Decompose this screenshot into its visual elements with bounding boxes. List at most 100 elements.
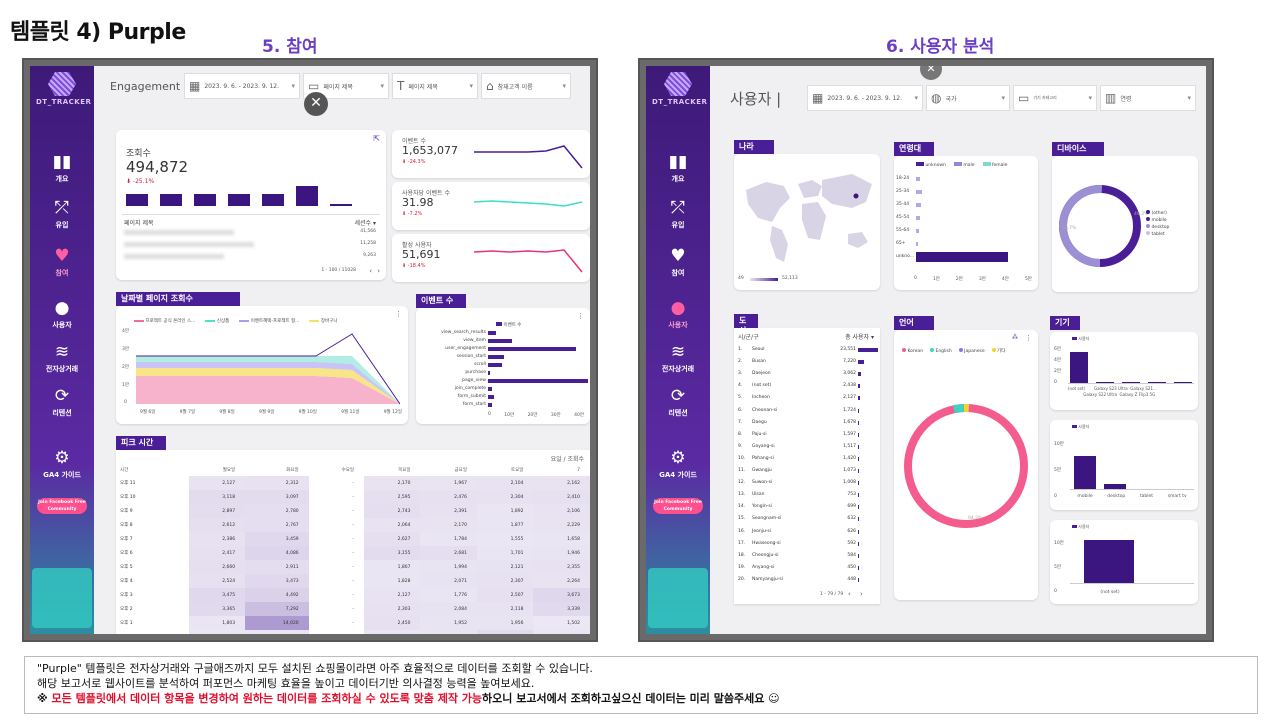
heatmap-cell: 3,365	[188, 602, 246, 616]
city-name: (not set)	[752, 383, 772, 389]
spark-bar	[296, 186, 318, 206]
user-count: 1,008	[843, 480, 856, 486]
heatmap-cell: 2,476	[420, 490, 477, 504]
row-number: 19.	[738, 564, 746, 570]
heatmap-day-header[interactable]: 목요일	[398, 468, 411, 473]
nav-ga4-guide[interactable]: ⚙ GA4 가이드	[646, 448, 710, 480]
nav-acquisition[interactable]: ⤱ 유입	[30, 198, 94, 230]
heatmap-cell: 2,780	[245, 504, 309, 518]
list-item[interactable]: 15. Seongnam-si 632	[734, 513, 880, 525]
close-icon[interactable]: ✕	[920, 66, 942, 80]
ai-icon[interactable]: ⁂	[1012, 334, 1018, 341]
list-item[interactable]: 2. Busan 7,220	[734, 356, 880, 368]
nav-overview[interactable]: ▮▮ 개요	[646, 152, 710, 184]
list-item[interactable]: 6. Cheonan-si 1,724	[734, 405, 880, 417]
nav-ga4-guide[interactable]: ⚙ GA4 가이드	[30, 448, 94, 480]
list-item[interactable]: 4. (not set) 2,438	[734, 380, 880, 392]
more-options-icon[interactable]: ⋮	[577, 312, 584, 320]
date-range-picker[interactable]: ▦ 2023. 9. 6. - 2023. 9. 12. ▾	[807, 85, 923, 111]
heatmap-day-header[interactable]: 토요일	[511, 468, 524, 473]
row-number: 9.	[738, 443, 743, 449]
city-header[interactable]: 시/군/구	[738, 334, 759, 341]
nav-retention[interactable]: ⟳ 리텐션	[646, 386, 710, 418]
spark-bar	[126, 194, 148, 206]
user-count: 632	[847, 516, 856, 522]
list-item[interactable]: 14. Yongin-si 699	[734, 501, 880, 513]
user-count: 2,127	[843, 395, 856, 401]
event-bar	[488, 363, 502, 367]
nav-retention[interactable]: ⟳ 리텐션	[30, 386, 94, 418]
prev-page-icon[interactable]: ‹	[369, 267, 372, 275]
pager-text: 1 - 79 / 79	[820, 592, 844, 597]
nav-acquisition[interactable]: ⤱ 유입	[646, 198, 710, 230]
spark-bar	[330, 204, 352, 206]
city-name: Namyangju-si	[752, 576, 783, 582]
heatmap-day-header[interactable]: 7	[577, 467, 580, 473]
list-item[interactable]: 1. Seoul 23,551	[734, 344, 880, 356]
nav-engagement[interactable]: ♥ 참여	[30, 246, 94, 278]
section-title-users: 6. 사용자 분석	[886, 37, 995, 57]
axis-line	[1070, 583, 1194, 584]
heatmap-cell: 2,170	[364, 476, 421, 490]
heatmap-cell: 2,595	[364, 490, 421, 504]
list-item[interactable]: 20. Namyangju-si 448	[734, 574, 880, 586]
more-options-icon[interactable]: ⋮	[395, 310, 402, 318]
external-link-icon[interactable]: ⇱	[373, 134, 380, 143]
facebook-community-button[interactable]: Join Facebook Free Community	[653, 498, 703, 514]
nav-users[interactable]: ● 사용자	[646, 298, 710, 330]
filter-page-title-2[interactable]: T 페이지 제목 ▾	[392, 73, 478, 99]
list-item[interactable]: 13. Ulsan 753	[734, 489, 880, 501]
calendar-icon: ▦	[189, 79, 201, 93]
users-header[interactable]: 총 사용자 ▾	[845, 334, 874, 341]
next-page-icon[interactable]: ›	[377, 267, 380, 275]
list-item[interactable]: 9. Goyang-si 1,517	[734, 441, 880, 453]
row-number: 7.	[738, 419, 743, 425]
list-item[interactable]: 8. Paju-si 1,597	[734, 429, 880, 441]
heatmap-cell: 3,339	[533, 602, 590, 616]
nav-ecommerce[interactable]: ≋ 전자상거래	[646, 342, 710, 374]
filter-age[interactable]: ▥ 연령 ▾	[1100, 85, 1196, 111]
user-count: 1,073	[843, 468, 856, 473]
list-item[interactable]: 11. Gwangju 1,073	[734, 465, 880, 477]
nav-engagement[interactable]: ♥ 참여	[646, 246, 710, 278]
list-item[interactable]: 7. Daegu 1,678	[734, 417, 880, 429]
chevron-down-icon: ▾	[380, 82, 384, 90]
axis-line	[1070, 489, 1194, 490]
list-item[interactable]: 3. Daejeon 3,062	[734, 368, 880, 380]
heatmap-day-header[interactable]: 월요일	[222, 468, 236, 473]
close-icon[interactable]: ✕	[304, 92, 328, 116]
user-count: 7,220	[843, 359, 856, 365]
document-icon: ▭	[308, 79, 320, 93]
date-range-picker[interactable]: ▦ 2023. 9. 6. - 2023. 9. 12. ▾	[184, 73, 300, 99]
user-bar	[858, 517, 859, 522]
list-item[interactable]: 16. Jeonju-si 626	[734, 526, 880, 538]
filter-device-category[interactable]: ▭ 기기 카테고리 ▾	[1013, 85, 1097, 111]
prev-page-icon[interactable]: ‹	[848, 590, 851, 598]
table-header-sessions[interactable]: 세션수 ▾	[354, 220, 376, 227]
facebook-community-button[interactable]: Join Facebook Free Community	[37, 498, 87, 514]
list-item[interactable]: 10. Pohang-si 1,420	[734, 453, 880, 465]
globe-icon: ◍	[931, 91, 942, 105]
list-item[interactable]: 18. Cheongju-si 584	[734, 550, 880, 562]
heatmap-cell: -	[308, 560, 364, 574]
x-axis-ticks: 9월 6일 9월 7일 9월 8일 9월 9일 9월 10일 9월 11일 9월 12일	[140, 410, 402, 415]
table-header-page-title[interactable]: 페이지 제목	[124, 220, 154, 227]
list-item[interactable]: 19. Anyang-si 450	[734, 562, 880, 574]
heatmap-day-header[interactable]: 화요일	[286, 468, 299, 473]
list-item[interactable]: 5. Incheon 2,127	[734, 392, 880, 404]
more-options-icon[interactable]: ⋮	[1025, 334, 1032, 342]
nav-users[interactable]: ● 사용자	[30, 298, 94, 330]
heatmap-hour: 오후 4	[120, 579, 133, 584]
list-item[interactable]: 17. Hwaseong-si 592	[734, 538, 880, 550]
next-page-icon[interactable]: ›	[860, 590, 863, 598]
nav-overview[interactable]: ▮▮ 개요	[30, 152, 94, 184]
sparkline-events-per-user	[474, 200, 583, 207]
heatmap-day-header[interactable]: 금요일	[454, 468, 467, 473]
list-item[interactable]: 12. Suwon-si 1,008	[734, 477, 880, 489]
filter-audience[interactable]: ⌂ 참재고객 이름 ▾	[481, 73, 571, 99]
city-name: Seongnam-si	[752, 516, 782, 522]
filter-country[interactable]: ◍ 국가 ▾	[926, 85, 1010, 111]
city-name: Seoul	[752, 347, 765, 352]
nav-ecommerce[interactable]: ≋ 전자상거래	[30, 342, 94, 374]
heatmap-day-header[interactable]: 수요일	[341, 468, 354, 473]
